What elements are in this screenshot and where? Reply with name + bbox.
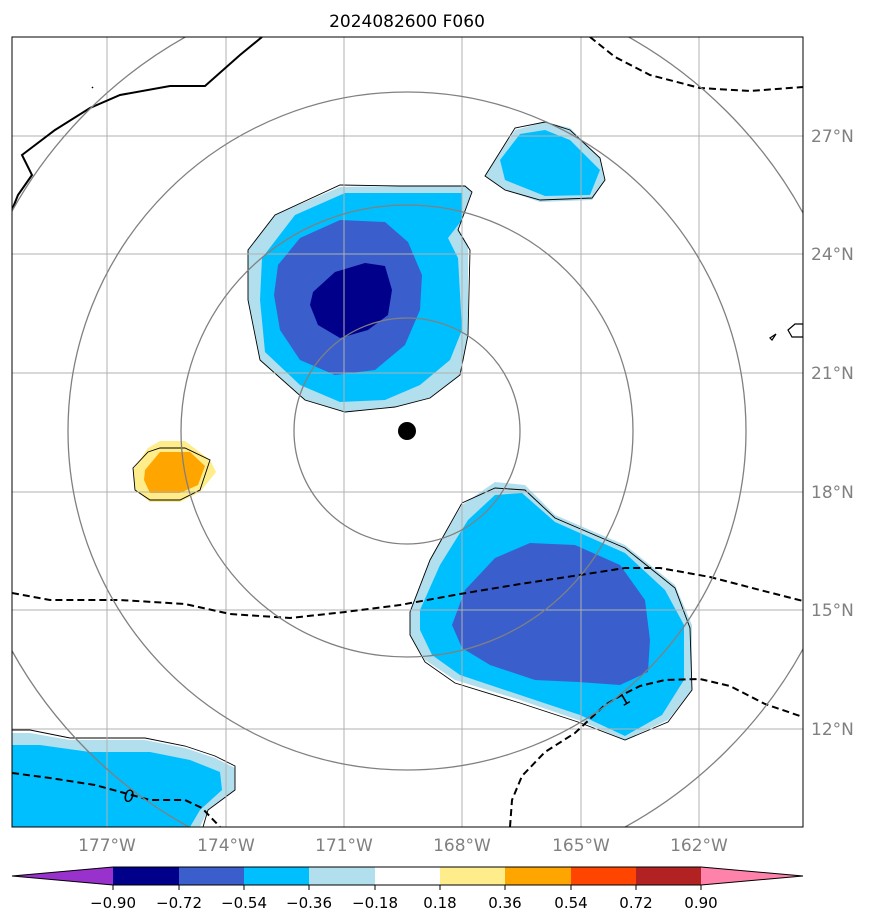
colorbar-tick-label: 0.54 [554,894,587,912]
colorbar-extend-high [701,867,803,885]
colorbar: −0.90 −0.72 −0.54 −0.36 −0.18 0.18 0.36 … [11,866,804,912]
map-title: 2024082600 F060 [329,12,485,32]
colorbar-swatch [440,867,505,885]
lat-label: 21°N [811,364,854,384]
lon-label: 171°W [315,836,373,856]
colorbar-tick-label: 0.72 [619,894,652,912]
lon-label: 174°W [197,836,255,856]
colorbar-swatch [309,867,375,885]
lat-label: 12°N [811,720,854,740]
colorbar-tick-label: −0.18 [352,894,398,912]
range-rings [12,37,803,827]
colorbar-swatch [375,867,440,885]
contour-outlines [12,121,693,827]
colorbar-swatch [244,867,309,885]
colorbar-tick-label: −0.36 [286,894,332,912]
lat-label: 15°N [811,601,854,621]
colorbar-swatch [179,867,244,885]
colorbar-swatch [571,867,636,885]
dashed-contours [12,37,803,827]
lon-label: 165°W [552,836,610,856]
lon-label: 162°W [670,836,728,856]
lat-label: 24°N [811,245,854,265]
colorbar-tick-label: −0.72 [156,894,202,912]
map-area: 0 1 [12,37,803,827]
colorbar-tick-marks [112,885,702,890]
lon-label: 177°W [78,836,136,856]
colorbar-swatch [636,867,701,885]
colorbar-tick-labels: −0.90 −0.72 −0.54 −0.36 −0.18 0.18 0.36 … [90,894,718,912]
lat-label: 27°N [811,127,854,147]
colorbar-swatch [505,867,571,885]
lat-label: 18°N [811,483,854,503]
colorbar-tick-label: 0.36 [488,894,521,912]
colorbar-swatch [113,867,179,885]
colorbar-tick-label: 0.18 [423,894,456,912]
colorbar-tick-label: 0.90 [684,894,717,912]
latitude-labels: 27°N 24°N 21°N 18°N 15°N 12°N [811,127,854,740]
longitude-labels: 177°W 174°W 171°W 168°W 165°W 162°W [78,836,728,856]
colorbar-tick-label: −0.54 [221,894,267,912]
lat-lon-gridlines [12,37,803,827]
lon-label: 168°W [433,836,491,856]
colorbar-extend-low [12,867,113,885]
storm-center-dot [398,422,416,440]
map-frame [11,36,804,828]
contour-label-zero: 0 [124,787,135,807]
colorbar-tick-label: −0.90 [90,894,136,912]
